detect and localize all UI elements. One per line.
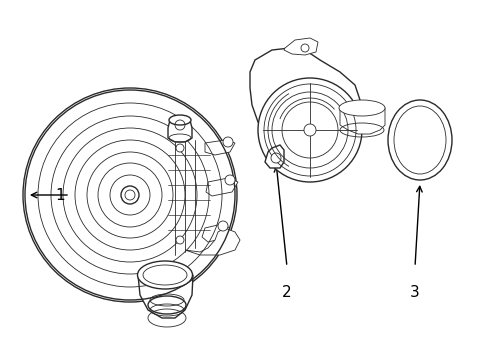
Ellipse shape: [169, 115, 191, 125]
Text: 1: 1: [55, 188, 64, 202]
Circle shape: [304, 124, 315, 136]
Circle shape: [258, 78, 361, 182]
Text: 3: 3: [409, 285, 419, 300]
Circle shape: [223, 137, 232, 147]
Polygon shape: [184, 228, 240, 255]
Polygon shape: [284, 38, 317, 55]
Polygon shape: [205, 178, 238, 196]
Text: 2: 2: [282, 285, 291, 300]
Circle shape: [301, 44, 308, 52]
Circle shape: [218, 221, 227, 231]
Polygon shape: [168, 120, 192, 142]
Ellipse shape: [137, 261, 192, 289]
Circle shape: [176, 236, 183, 244]
Polygon shape: [249, 48, 359, 152]
Polygon shape: [202, 224, 229, 242]
Ellipse shape: [148, 296, 185, 314]
Polygon shape: [204, 140, 235, 155]
Circle shape: [121, 186, 139, 204]
Polygon shape: [264, 145, 284, 168]
Polygon shape: [138, 275, 193, 318]
Circle shape: [224, 175, 235, 185]
Polygon shape: [339, 102, 384, 134]
Circle shape: [176, 144, 183, 152]
Ellipse shape: [387, 100, 451, 180]
Polygon shape: [155, 138, 215, 258]
Circle shape: [270, 153, 281, 163]
Ellipse shape: [338, 100, 384, 116]
Ellipse shape: [23, 88, 237, 302]
